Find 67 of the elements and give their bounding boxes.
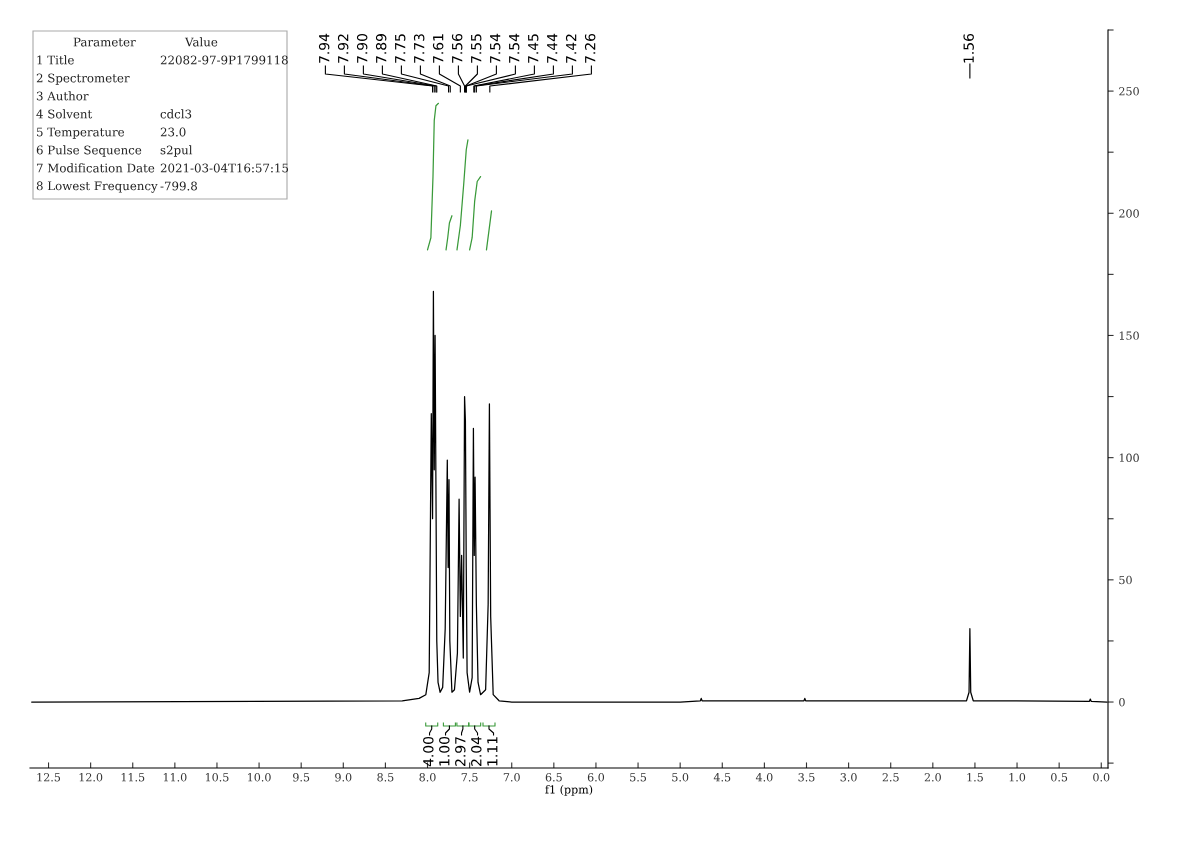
y-tick-label: 250 xyxy=(1119,87,1139,96)
text: 5 Temperature 23.0 xyxy=(37,127,186,139)
x-tick-label: 10.5 xyxy=(205,773,229,782)
annotation: 7.26 xyxy=(584,33,596,63)
annotation: 7.55 xyxy=(471,34,482,63)
x-tick-label: 2.5 xyxy=(882,773,899,782)
x-tick-label: 0.5 xyxy=(1051,773,1068,782)
annotation: 7.42 xyxy=(565,34,577,63)
x-tick-label: 4.0 xyxy=(755,773,773,782)
x-tick-label: 10.0 xyxy=(248,773,271,782)
annotation: 3 Author xyxy=(36,91,89,101)
annotation: 7.92 xyxy=(337,34,349,63)
line-series xyxy=(445,215,453,251)
annotation: 7 Modification Date 2021-03-04T16:57:15 xyxy=(36,163,289,173)
annotation: 2.04 xyxy=(471,736,482,766)
line-series xyxy=(468,175,482,251)
y-tick-label: 0 xyxy=(1119,697,1125,707)
x-tick-label: 9.5 xyxy=(293,773,310,782)
x-tick-label: 2.0 xyxy=(924,773,941,782)
x-tick-label: 3.5 xyxy=(798,773,815,782)
x-tick-label: 0.0 xyxy=(1093,773,1110,782)
annotation: 1.00 xyxy=(439,736,450,766)
text: 1 Title 22082-97-9P1799118 xyxy=(37,55,288,65)
x-tick-label: 8.5 xyxy=(377,773,394,782)
text: 6 Pulse Sequence s2pul xyxy=(36,145,193,157)
x-tick-label: 11.5 xyxy=(121,773,145,782)
annotation: 2 Spectrometer xyxy=(36,73,130,85)
annotation: 7.94 xyxy=(318,33,330,63)
annotation: 7.54 xyxy=(490,33,501,63)
y-tick-label: 150 xyxy=(1119,331,1139,340)
annotation: 7.90 xyxy=(356,34,368,63)
x-tick-label: 9.0 xyxy=(335,773,352,782)
x-tick-label: 3.0 xyxy=(840,773,857,782)
y-tick-label: 50 xyxy=(1119,575,1132,585)
x-tick-label: 6.0 xyxy=(587,773,605,782)
x-tick-label: 11.0 xyxy=(163,773,187,782)
text: 4 Solvent cdcl3 xyxy=(36,109,192,119)
annotation: 7.73 xyxy=(413,34,425,63)
x-tick-label: 5.0 xyxy=(672,773,689,782)
annotation: 7.45 xyxy=(528,34,539,63)
y-tick-label: 100 xyxy=(1119,453,1139,463)
annotation: 4.00 xyxy=(423,736,434,767)
y-tick-label: 200 xyxy=(1119,209,1139,218)
x-tick-label: 4.5 xyxy=(713,773,731,782)
line-series xyxy=(456,139,469,251)
x-tick-label: 7.5 xyxy=(461,773,478,782)
annotation: 2.97 xyxy=(455,737,466,766)
x-tick-label: 1.0 xyxy=(1009,773,1026,782)
annotation: 1.56 xyxy=(963,33,974,63)
x-axis-title: f1 (ppm) xyxy=(545,785,593,796)
x-tick-label: 1.5 xyxy=(967,773,983,782)
line-series xyxy=(426,102,440,251)
annotation: 7.56 xyxy=(451,33,463,63)
annotation: 7.75 xyxy=(395,34,406,63)
annotation: 7.44 xyxy=(547,33,558,63)
annotation: 7.54 xyxy=(509,33,520,63)
annotation: 8 Lowest Frequency -799.8 xyxy=(36,181,197,193)
x-tick-label: 8.0 xyxy=(419,773,436,782)
x-tick-label: 7.0 xyxy=(503,773,520,782)
annotation: 1.11 xyxy=(487,737,498,766)
text: Parameter Value xyxy=(73,37,218,47)
x-tick-label: 6.5 xyxy=(545,773,562,782)
annotation: 7.61 xyxy=(432,34,444,63)
x-tick-label: 12.5 xyxy=(37,773,61,782)
x-tick-label: 12.0 xyxy=(79,773,103,782)
annotation: 7.89 xyxy=(375,34,387,63)
x-tick-label: 5.5 xyxy=(630,773,647,782)
